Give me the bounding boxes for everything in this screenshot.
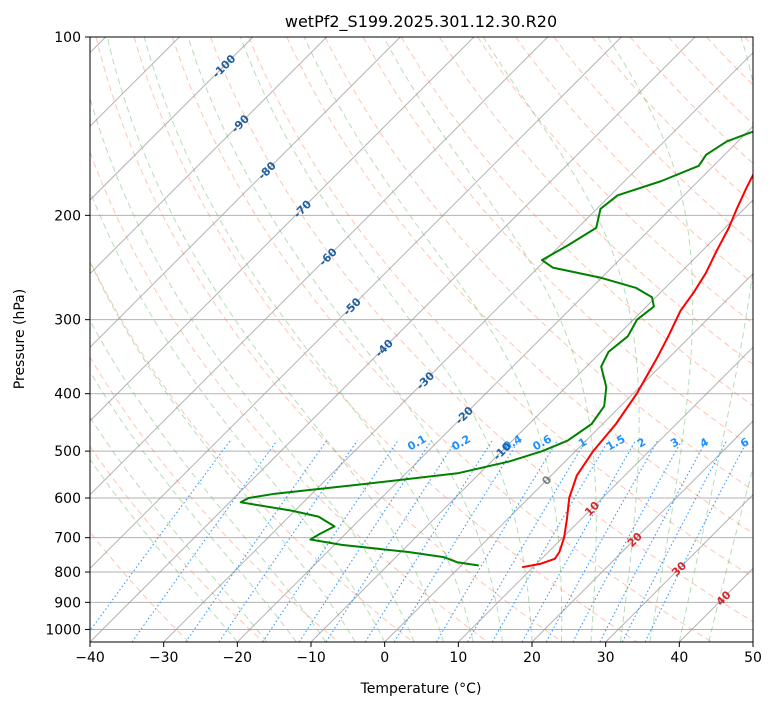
x-axis-label: Temperature (°C) — [360, 681, 482, 697]
y-tick-label: 500 — [54, 444, 81, 460]
y-tick-label: 900 — [54, 595, 81, 611]
y-tick-label: 800 — [54, 565, 81, 581]
y-tick-label: 400 — [54, 387, 81, 403]
chart-title: wetPf2_S199.2025.301.12.30.R20 — [285, 12, 557, 32]
plot-area — [90, 37, 753, 642]
x-tick-label: 30 — [597, 650, 615, 666]
y-tick-label: 100 — [54, 30, 81, 46]
x-tick-label: −20 — [223, 650, 253, 666]
y-tick-label: 200 — [54, 208, 81, 224]
y-tick-label: 700 — [54, 531, 81, 547]
x-tick-label: −10 — [296, 650, 326, 666]
x-tick-label: −30 — [149, 650, 179, 666]
x-tick-label: 0 — [380, 650, 389, 666]
x-tick-label: −40 — [75, 650, 105, 666]
y-tick-label: 1000 — [45, 622, 81, 638]
x-tick-label: 40 — [670, 650, 688, 666]
x-tick-label: 20 — [523, 650, 541, 666]
y-tick-label: 600 — [54, 491, 81, 507]
y-tick-label: 300 — [54, 313, 81, 329]
x-tick-label: 10 — [449, 650, 467, 666]
x-tick-label: 50 — [744, 650, 762, 666]
y-axis-label: Pressure (hPa) — [12, 289, 28, 389]
